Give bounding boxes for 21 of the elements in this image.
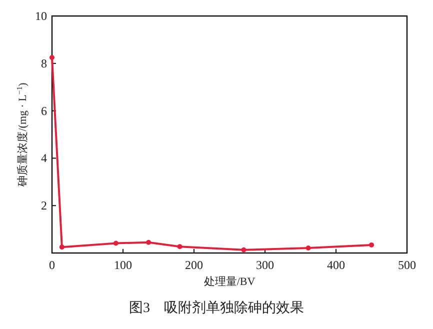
point (59, 244, 64, 250)
point (369, 242, 374, 248)
point (50, 54, 54, 60)
point (177, 244, 182, 250)
y-tick-label: 4 (41, 151, 47, 166)
caption: 图3 吸附剂单独除砷的效果 (129, 300, 304, 316)
x-tick-label: 200 (185, 258, 203, 272)
x-tick-label: 500 (398, 258, 416, 272)
point (113, 240, 118, 246)
y-tick-label: 2 (41, 198, 47, 213)
point (146, 240, 152, 245)
x-tick-label: 400 (327, 258, 345, 272)
point (241, 247, 246, 252)
x-tick-label: 300 (256, 258, 274, 272)
x-tick-label: 0 (49, 258, 55, 272)
x-tick-label: 100 (114, 258, 132, 272)
y-tick-label: 10 (35, 9, 47, 23)
point (306, 246, 311, 251)
y-tick-label: 8 (41, 56, 47, 70)
y-tick-label: 6 (41, 104, 47, 118)
x-axis-title: 处理量/BV (204, 275, 256, 288)
